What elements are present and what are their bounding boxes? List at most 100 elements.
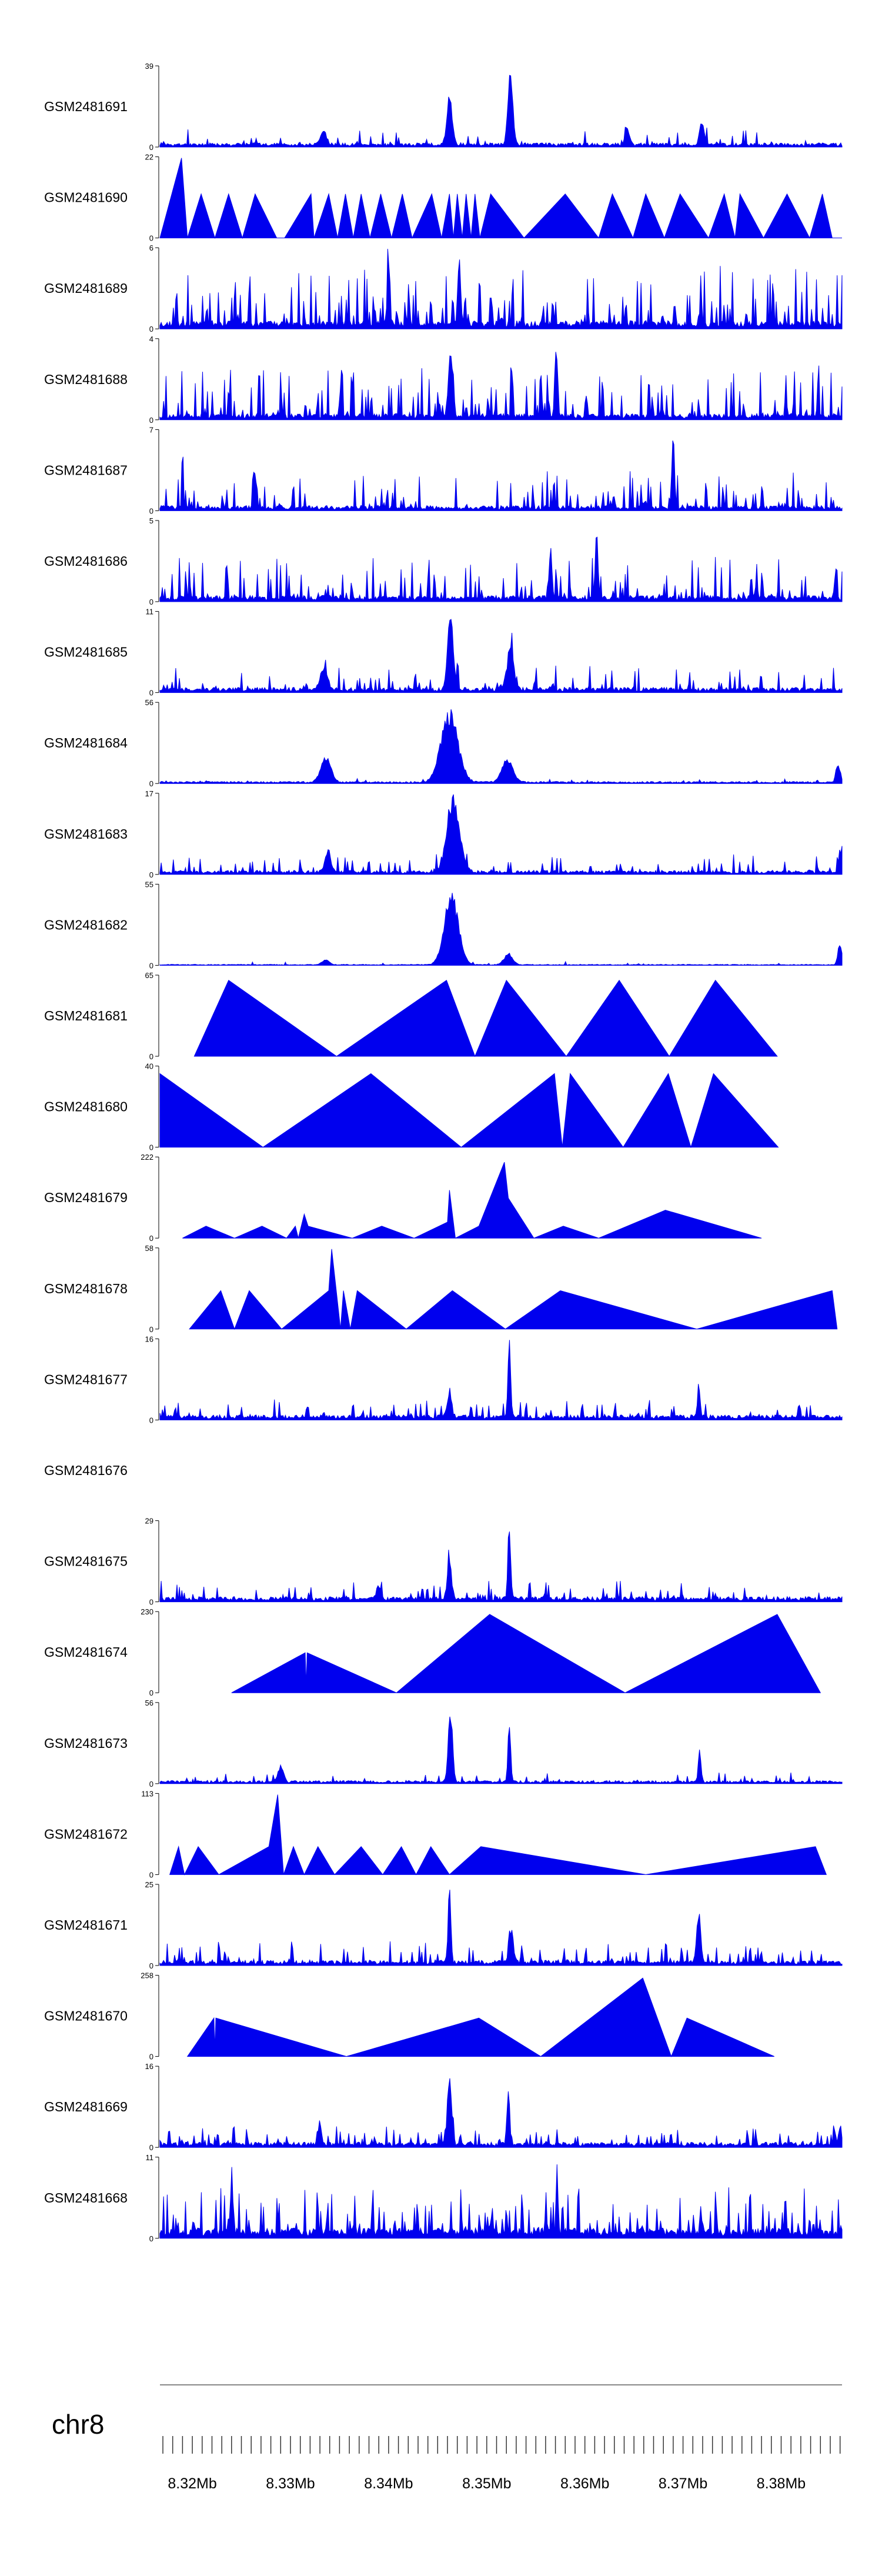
y-min-label: 0	[149, 1598, 153, 1607]
y-max-label: 11	[146, 608, 154, 616]
coverage-area	[186, 1977, 775, 2057]
y-max-label: 55	[145, 880, 153, 889]
track-GSM2481688: GSM2481688 4 0	[44, 335, 843, 425]
track-label: GSM2481681	[44, 1008, 128, 1023]
genome-tick-label: 8.37Mb	[659, 2475, 707, 2492]
track-GSM2481690: GSM2481690 22 0	[44, 153, 842, 243]
y-max-label: 16	[145, 2062, 153, 2071]
y-min-label: 0	[149, 1143, 153, 1152]
track-label: GSM2481668	[44, 2190, 128, 2205]
y-max-label: 25	[145, 1880, 153, 1889]
track-label: GSM2481677	[44, 1372, 128, 1387]
track-GSM2481683: GSM2481683 17 0	[44, 789, 843, 879]
genome-axis: chr8 8.32Mb 8.33Mb 8.34Mb 8.35Mb 8.36Mb 8.37M…	[52, 2384, 842, 2492]
y-max-label: 58	[145, 1244, 153, 1253]
coverage-area	[159, 536, 843, 602]
track-label: GSM2481691	[44, 99, 128, 114]
y-max-label: 113	[141, 1789, 153, 1798]
track-label: GSM2481688	[44, 372, 128, 387]
coverage-area	[159, 2078, 843, 2148]
y-min-label: 0	[149, 779, 153, 788]
track-label: GSM2481674	[44, 1644, 128, 1660]
y-min-label: 0	[149, 1052, 153, 1061]
chromosome-label: chr8	[52, 2409, 104, 2440]
track-GSM2481679: GSM2481679 222 0	[44, 1153, 762, 1243]
y-min-label: 0	[149, 1780, 153, 1788]
track-GSM2481671: GSM2481671 25 0	[44, 1880, 843, 1970]
y-max-label: 39	[145, 62, 153, 71]
track-label: GSM2481679	[44, 1190, 128, 1205]
track-GSM2481677: GSM2481677 16 0	[44, 1334, 843, 1424]
genome-tick-label: 8.35Mb	[462, 2475, 511, 2492]
y-min-label: 0	[149, 325, 153, 333]
y-max-label: 230	[141, 1607, 153, 1616]
track-GSM2481686: GSM2481686 5 0	[44, 516, 843, 606]
y-min-label: 0	[149, 143, 153, 152]
track-GSM2481674: GSM2481674 230 0	[44, 1607, 821, 1697]
y-max-label: 40	[145, 1062, 153, 1071]
track-label: GSM2481690	[44, 190, 128, 205]
y-min-label: 0	[149, 961, 153, 970]
y-min-label: 0	[149, 1870, 153, 1879]
track-GSM2481680: GSM2481680 40 0	[44, 1062, 779, 1152]
y-min-label: 0	[149, 2143, 153, 2152]
coverage-area	[159, 1890, 843, 1966]
track-GSM2481672: GSM2481672 113 0	[44, 1789, 827, 1879]
track-label: GSM2481673	[44, 1736, 128, 1751]
y-min-label: 0	[149, 1416, 153, 1424]
track-GSM2481684: GSM2481684 56 0	[44, 698, 843, 788]
coverage-area	[159, 619, 843, 693]
track-label: GSM2481671	[44, 1917, 128, 1933]
y-min-label: 0	[149, 598, 153, 606]
y-max-label: 7	[149, 425, 153, 434]
coverage-area	[189, 1249, 838, 1330]
y-min-label: 0	[149, 1234, 153, 1243]
track-label: GSM2481672	[44, 1826, 128, 1841]
coverage-area	[169, 1794, 827, 1876]
y-max-label: 222	[141, 1153, 153, 1162]
coverage-area	[159, 2164, 843, 2239]
y-max-label: 6	[149, 243, 153, 252]
coverage-area	[193, 979, 778, 1057]
coverage-area	[159, 352, 843, 421]
track-GSM2481673: GSM2481673 56 0	[44, 1699, 843, 1788]
y-max-label: 17	[145, 789, 153, 798]
genome-tick-label: 8.34Mb	[364, 2475, 413, 2492]
y-max-label: 29	[145, 1517, 153, 1526]
coverage-area	[159, 893, 843, 966]
track-GSM2481682: GSM2481682 55 0	[44, 880, 843, 970]
y-min-label: 0	[149, 689, 153, 698]
track-GSM2481678: GSM2481678 58 0	[44, 1244, 838, 1334]
track-label: GSM2481680	[44, 1099, 128, 1115]
track-label: GSM2481683	[44, 826, 128, 842]
track-label: GSM2481689	[44, 281, 128, 296]
y-min-label: 0	[149, 870, 153, 879]
coverage-area	[231, 1614, 821, 1693]
track-GSM2481689: GSM2481689 6 0	[44, 243, 843, 333]
coverage-area	[159, 794, 843, 875]
y-max-label: 5	[149, 516, 153, 525]
track-label: GSM2481684	[44, 735, 128, 750]
track-GSM2481676: GSM2481676	[44, 1463, 128, 1478]
coverage-area	[159, 709, 843, 784]
track-label: GSM2481669	[44, 2099, 128, 2114]
y-max-label: 4	[149, 335, 153, 343]
track-GSM2481675: GSM2481675 29 0	[44, 1517, 843, 1607]
y-max-label: 16	[145, 1334, 153, 1343]
y-max-label: 22	[145, 153, 153, 162]
y-max-label: 65	[145, 971, 153, 980]
y-min-label: 0	[149, 2234, 153, 2243]
y-max-label: 11	[146, 2153, 154, 2162]
coverage-area	[182, 1162, 762, 1239]
coverage-area	[159, 75, 843, 148]
y-min-label: 0	[149, 506, 153, 515]
track-GSM2481687: GSM2481687 7 0	[44, 425, 843, 515]
y-min-label: 0	[149, 2053, 153, 2061]
coverage-area	[159, 249, 843, 329]
coverage-area	[159, 441, 843, 511]
genome-tick-label: 8.33Mb	[266, 2475, 315, 2492]
track-label: GSM2481670	[44, 2008, 128, 2024]
coverage-area	[159, 158, 842, 239]
y-min-label: 0	[149, 234, 153, 243]
track-label: GSM2481675	[44, 1554, 128, 1569]
